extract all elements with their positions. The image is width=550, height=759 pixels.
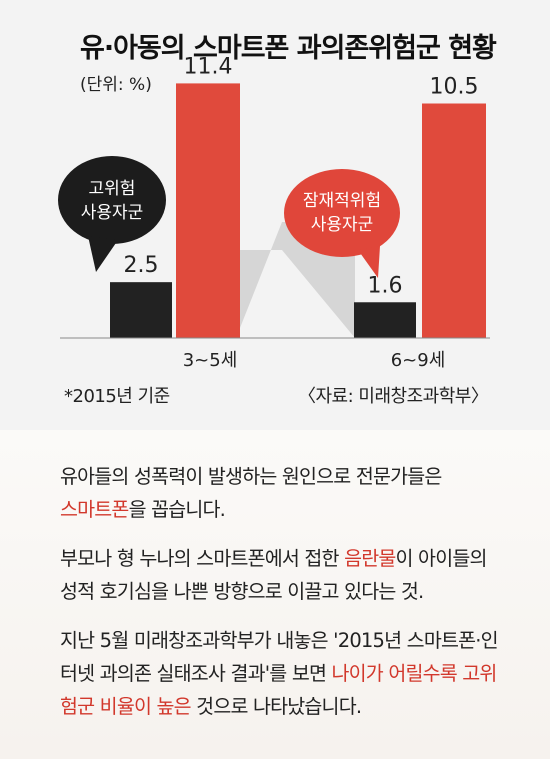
bar-chart: 2.5 11.4 1.6 10.5 3~5세 6~9세 고위험 사용자군 잠재적… <box>58 54 490 371</box>
unit-label: (단위: %) <box>80 75 152 95</box>
paragraph-3-highlight: 나이가 어릴수록 고위험군 비율이 높은 <box>60 662 497 718</box>
paragraph-1-highlight: 스마트폰 <box>60 498 129 521</box>
callout-high-risk-line2: 사용자군 <box>81 203 144 223</box>
value-label-high-risk-3-5: 2.5 <box>124 253 159 278</box>
callout-high-risk-line1: 고위험 <box>89 179 136 199</box>
category-label-6-9: 6~9세 <box>391 350 446 371</box>
paragraph-3-tail: 것으로 나타났습니다. <box>190 695 362 718</box>
footnote: *2015년 기준 <box>64 386 170 407</box>
bar-high-risk-6-9 <box>354 302 416 338</box>
paragraph-2-highlight: 음란물 <box>344 547 396 570</box>
category-label-3-5: 3~5세 <box>183 350 238 371</box>
paragraph-1-tail: 을 꼽습니다. <box>128 498 226 521</box>
callout-potential-risk: 잠재적위험 사용자군 <box>284 169 400 278</box>
bar-potential-risk-3-5 <box>176 83 240 339</box>
callout-potential-risk-line2: 사용자군 <box>311 215 374 235</box>
callout-high-risk: 고위험 사용자군 <box>58 156 166 272</box>
chart-title: 유·아동의 스마트폰 과의존위험군 현황 <box>80 33 497 64</box>
bar-potential-risk-6-9 <box>422 103 486 338</box>
paragraph-2-text: 부모나 형 누나의 스마트폰에서 접한 <box>60 547 345 570</box>
value-label-high-risk-6-9: 1.6 <box>368 273 403 298</box>
paragraph-3: 지난 5월 미래창조과학부가 내놓은 '2015년 스마트폰·인터넷 과의존 실… <box>60 624 500 723</box>
paragraph-3-text: 지난 5월 미래창조과학부가 내놓은 '2015년 스마트폰·인터넷 과의존 실… <box>60 629 499 685</box>
value-label-potential-risk-3-5: 11.4 <box>184 54 233 79</box>
value-label-potential-risk-6-9: 10.5 <box>430 75 479 100</box>
source-label: 〈자료: 미래창조과학부〉 <box>298 386 489 407</box>
text-panel <box>0 430 550 759</box>
paragraph-1-text: 유아들의 성폭력이 발생하는 원인으로 전문가들은 <box>60 465 442 488</box>
bar-high-risk-3-5 <box>110 282 172 338</box>
callout-potential-risk-line1: 잠재적위험 <box>303 191 381 211</box>
paragraph-2-tail: 이 아이들의 성적 호기심을 나쁜 방향으로 이끌고 있다는 것. <box>60 547 487 603</box>
paragraph-2: 부모나 형 누나의 스마트폰에서 접한 음란물이 아이들의 성적 호기심을 나쁜… <box>60 542 500 608</box>
paragraph-1: 유아들의 성폭력이 발생하는 원인으로 전문가들은 스마트폰을 꼽습니다. <box>60 460 500 526</box>
